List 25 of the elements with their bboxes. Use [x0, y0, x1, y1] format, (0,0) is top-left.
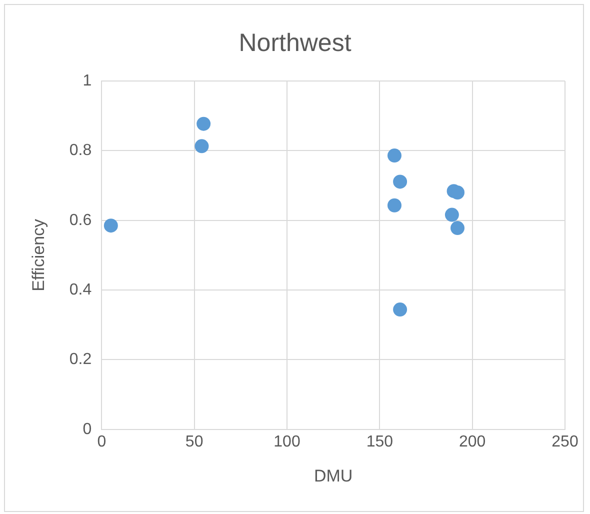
y-tick-label: 0.6 — [69, 212, 92, 229]
chart-title: Northwest — [238, 28, 352, 57]
point — [450, 185, 464, 200]
x-tick-label: 0 — [97, 433, 106, 450]
point — [387, 148, 402, 163]
y-tick-label: 0.8 — [69, 142, 92, 160]
point — [196, 116, 211, 131]
point — [450, 221, 464, 236]
point — [104, 218, 118, 233]
x-tick-label: 200 — [458, 433, 486, 450]
point — [387, 198, 402, 212]
x-tick-label: 50 — [185, 433, 204, 450]
y-tick-label: 1 — [82, 72, 92, 90]
y-tick-label: 0 — [82, 420, 92, 438]
y-tick-label: 0.2 — [69, 351, 92, 368]
point — [194, 139, 209, 154]
y-tick-label: 0.4 — [69, 281, 92, 298]
point — [393, 174, 408, 189]
point — [444, 208, 459, 222]
x-tick-label: 100 — [274, 433, 300, 450]
y-axis-title: Efficiency — [28, 218, 48, 292]
x-axis-title: DMU — [314, 466, 353, 486]
x-tick-label: 150 — [366, 433, 394, 450]
x-tick-label: 250 — [552, 433, 578, 450]
point — [393, 302, 408, 317]
